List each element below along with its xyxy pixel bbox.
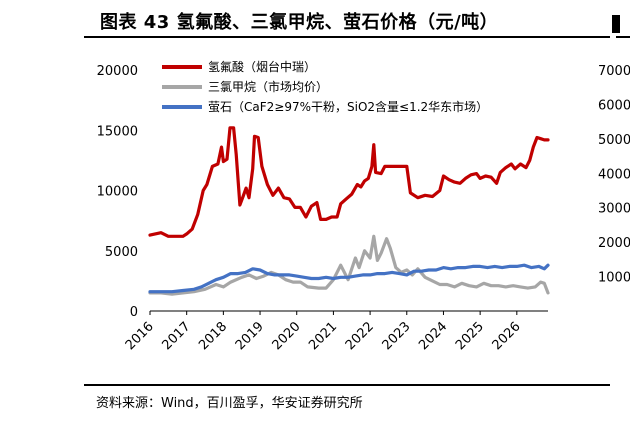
x-axis: 2016 2017 2018 2019 2020 2021 2022 2023 2024 2025… [123, 310, 548, 353]
x-tick-label: 2021 [306, 319, 340, 353]
x-tick-label: 2023 [380, 319, 414, 353]
right-y-tick-label: 4000 [598, 167, 630, 182]
footer-divider [84, 384, 610, 386]
right-y-tick-label: 7000 [598, 64, 630, 79]
x-tick-label: 2017 [160, 319, 194, 353]
y-axis-tick-labels: 20000 15000 10000 5000 0 [97, 64, 138, 320]
series-line-3 [148, 263, 550, 294]
right-y-tick-label: 5000 [598, 133, 630, 148]
y-tick-label: 0 [130, 305, 138, 320]
right-y-tick-label: 6000 [598, 98, 630, 113]
source-note: 资料来源：Wind，百川盈孚，华安证券研究所 [96, 396, 363, 411]
title-divider [84, 36, 610, 38]
adjacent-figure-divider [616, 36, 630, 38]
adjacent-figure-edge-mark [612, 15, 620, 33]
chart-legend: 氢氟酸（烟台中瑞） 三氯甲烷（市场均价） 萤石（CaF2≥97%干粉，SiO2含量≤… [162, 59, 488, 114]
right-y-tick-label: 2000 [598, 236, 630, 251]
right-chart-y-axis-tick-labels: 7000 6000 5000 4000 3000 2000 1000 [598, 64, 630, 286]
series-line-1 [148, 126, 550, 238]
x-tick-label: 2016 [123, 319, 157, 353]
x-tick-label: 2018 [196, 319, 230, 353]
x-tick-label: 2022 [343, 319, 377, 353]
right-y-tick-label: 3000 [598, 202, 630, 217]
legend-label: 萤石（CaF2≥97%干粉，SiO2含量≤1.2华东市场） [208, 99, 488, 114]
x-tick-label: 2019 [233, 319, 267, 353]
series-line-2 [148, 234, 550, 296]
series-lines [148, 126, 550, 296]
y-tick-label: 5000 [105, 245, 138, 260]
y-tick-label: 10000 [97, 185, 138, 200]
x-tick-label: 2020 [270, 319, 304, 353]
x-tick-label: 2025 [453, 319, 487, 353]
legend-label: 三氯甲烷（市场均价） [208, 79, 328, 94]
y-tick-label: 15000 [97, 124, 138, 139]
x-tick-label: 2026 [490, 319, 524, 353]
y-tick-label: 20000 [97, 64, 138, 79]
legend-label: 氢氟酸（烟台中瑞） [208, 59, 316, 74]
chart-title: 图表 43 氢氟酸、三氯甲烷、萤石价格（元/吨） [100, 12, 499, 33]
right-y-tick-label: 1000 [598, 271, 630, 286]
x-tick-label: 2024 [416, 319, 450, 353]
